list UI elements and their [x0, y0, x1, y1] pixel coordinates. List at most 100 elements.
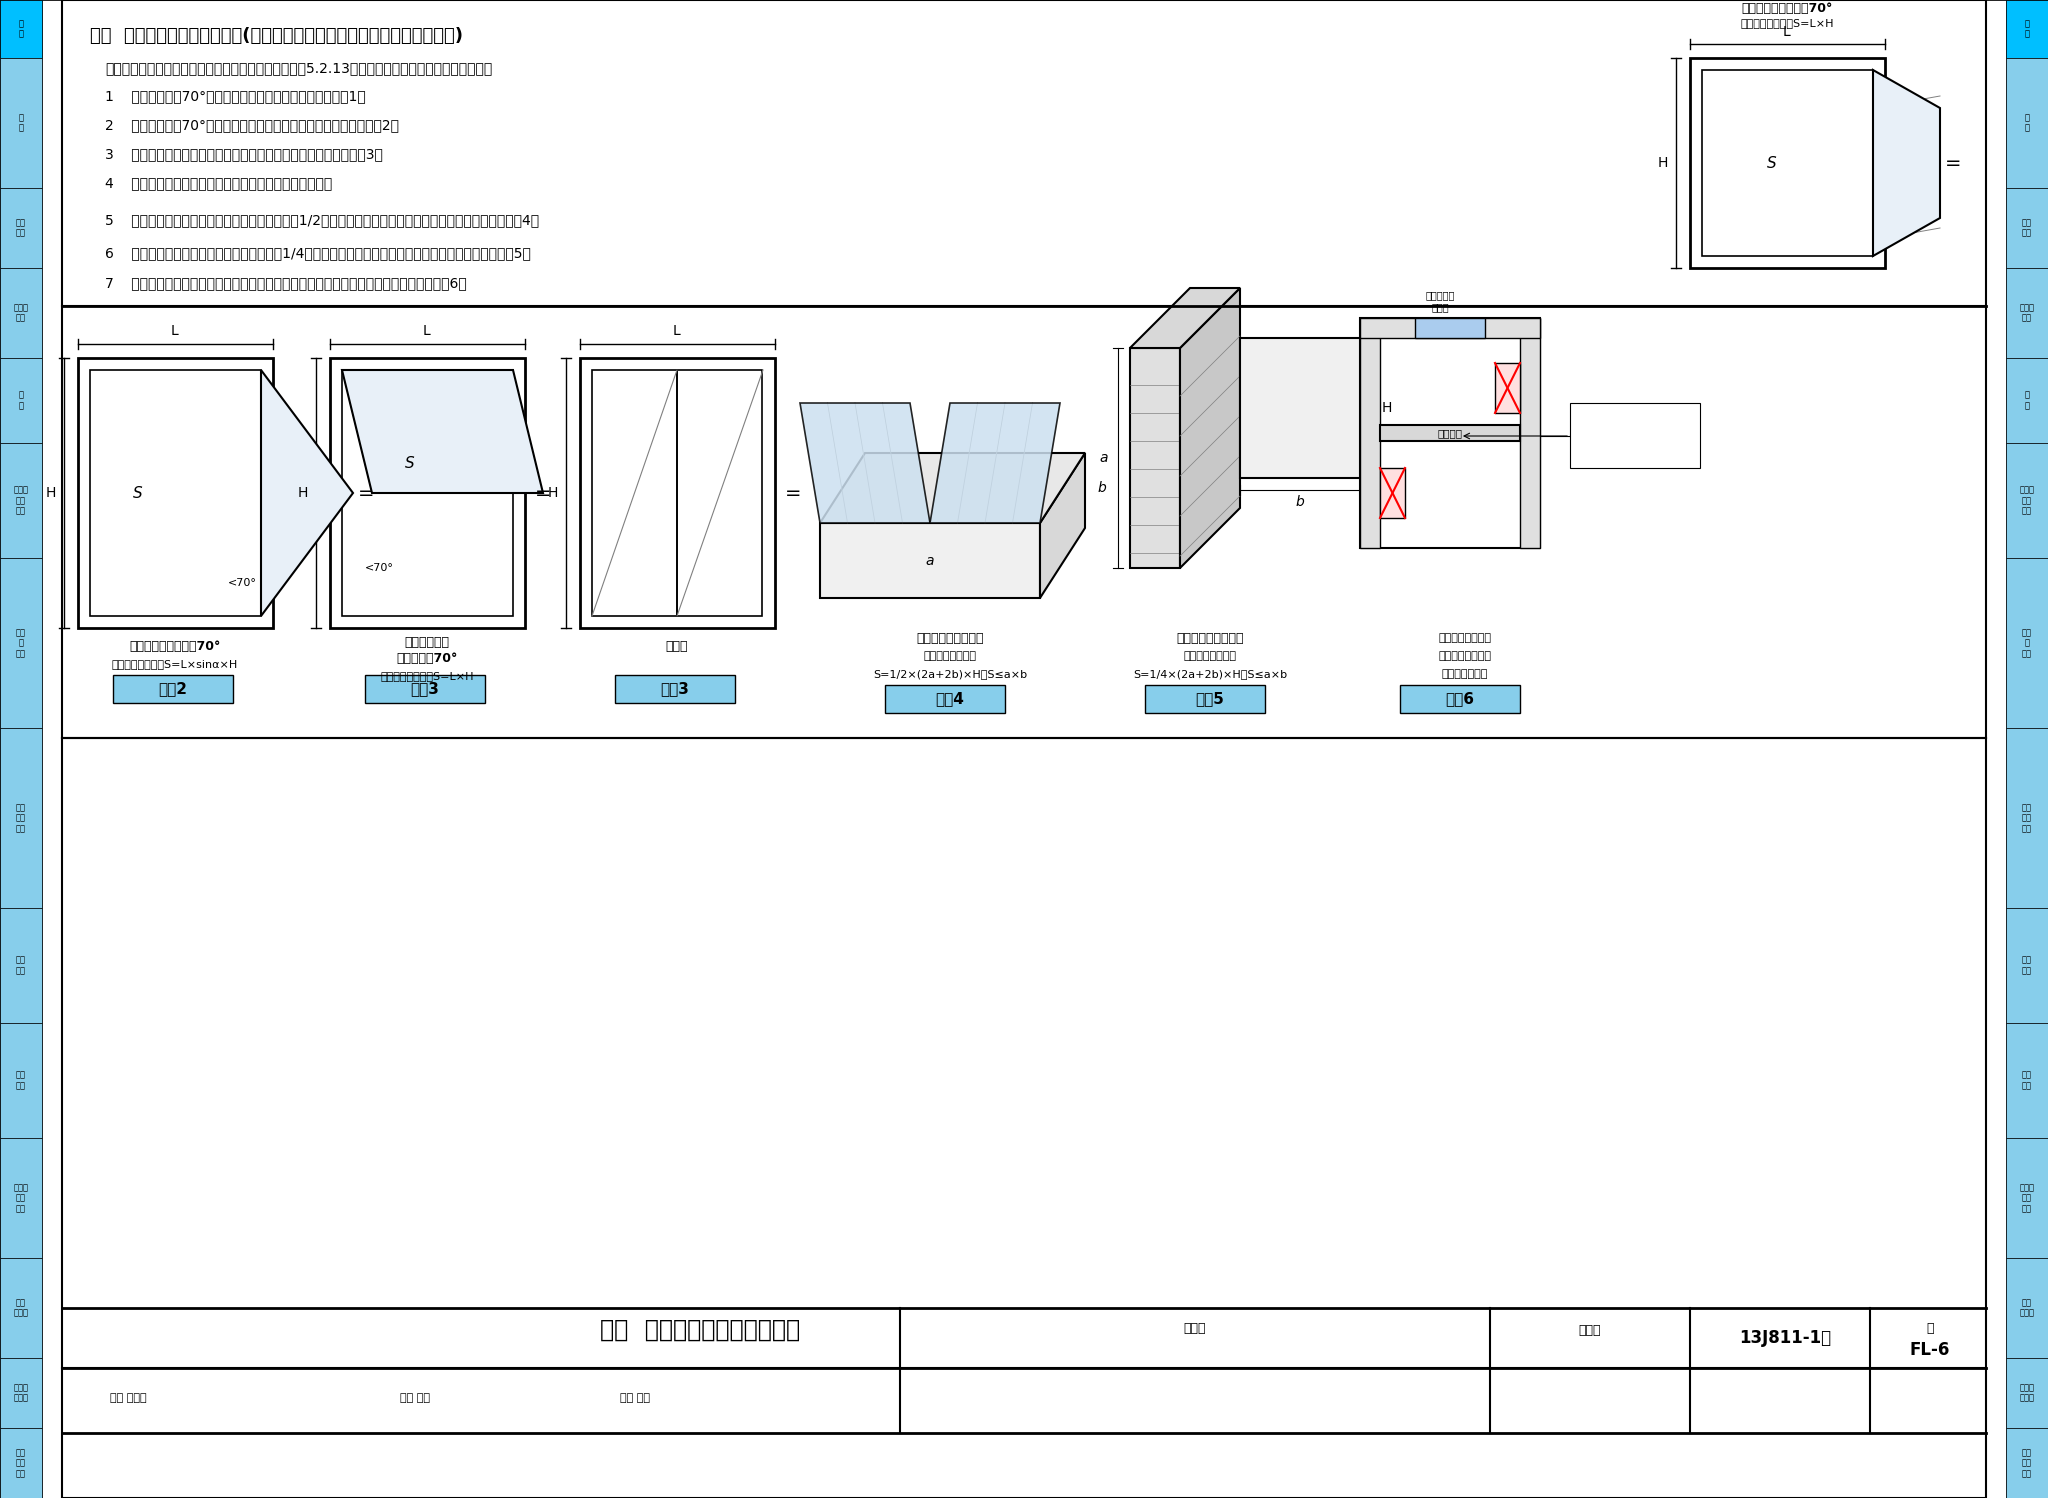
Bar	[0, 268, 43, 358]
Text: 审核 蔡昭昕: 审核 蔡昭昕	[111, 1393, 147, 1404]
Bar	[2005, 189, 2048, 268]
Text: 交通
隧道: 交通 隧道	[16, 219, 27, 238]
Bar	[0, 358, 43, 443]
Bar	[2005, 1138, 2048, 1258]
Text: 图集号: 图集号	[1184, 1321, 1206, 1335]
Text: FL-6: FL-6	[1911, 1341, 1950, 1359]
Text: 排烟窗的有效面积S=L×H: 排烟窗的有效面积S=L×H	[381, 671, 473, 682]
Polygon shape	[1040, 452, 1085, 598]
Text: 排烟窗的有效面积S=L×H: 排烟窗的有效面积S=L×H	[1741, 18, 1833, 28]
Text: 2    当开窗角小于70°时，其面积应按窗的水平投影面积计算；【图示2】: 2 当开窗角小于70°时，其面积应按窗的水平投影面积计算；【图示2】	[104, 118, 399, 132]
Text: 木结构
建筑: 木结构 建筑	[14, 303, 29, 322]
Bar	[1145, 685, 1266, 713]
Bar	[0, 1023, 43, 1138]
Text: 电
气: 电 气	[2025, 391, 2030, 410]
Text: 城
市: 城 市	[2025, 114, 2030, 133]
Text: L: L	[1784, 25, 1790, 39]
Polygon shape	[819, 452, 1085, 523]
Text: 交通
隧道: 交通 隧道	[2021, 219, 2032, 238]
Text: 建筑
构造: 建筑 构造	[16, 956, 27, 975]
Bar	[0, 189, 43, 268]
Bar	[592, 370, 678, 616]
Text: 5    当采用平推窗设置在顶部时，其面积应按窗的1/2周长与平推距离乘积计算，且不应大于窗面积；【图示4】: 5 当采用平推窗设置在顶部时，其面积应按窗的1/2周长与平推距离乘积计算，且不应…	[104, 213, 539, 228]
Bar	[0, 1258, 43, 1359]
Bar	[2005, 1359, 2048, 1428]
Text: 甲乙丙
建材
场库: 甲乙丙 建材 场库	[2019, 1183, 2034, 1213]
Text: S: S	[133, 485, 143, 500]
Text: 图示2: 图示2	[158, 682, 188, 697]
Bar	[1987, 0, 2005, 1498]
Text: a: a	[1100, 451, 1108, 464]
Text: 图示6: 图示6	[1446, 692, 1475, 707]
Text: b: b	[1296, 494, 1305, 509]
Bar	[90, 370, 260, 616]
Bar	[1380, 425, 1520, 440]
Bar	[0, 1428, 43, 1498]
Bar	[113, 676, 233, 703]
Bar	[2005, 58, 2048, 189]
Text: L: L	[424, 324, 430, 339]
Bar	[78, 358, 272, 628]
Text: 4    当采用百叶窗时，其面积应按窗的有效开口面积计算；: 4 当采用百叶窗时，其面积应按窗的有效开口面积计算；	[104, 175, 332, 190]
Bar	[1360, 318, 1540, 339]
Bar	[43, 0, 61, 1498]
Polygon shape	[1180, 288, 1239, 568]
Bar	[1415, 318, 1485, 339]
Polygon shape	[1130, 348, 1180, 568]
Text: 电
气: 电 气	[18, 391, 23, 410]
Bar	[1360, 318, 1540, 548]
Text: 入有效排烟面积: 入有效排烟面积	[1614, 445, 1655, 455]
Text: 图示4: 图示4	[936, 692, 965, 707]
Text: 排烟窗的有效面积S=L×sinα×H: 排烟窗的有效面积S=L×sinα×H	[113, 659, 238, 670]
Text: H: H	[1382, 401, 1393, 415]
Bar	[0, 1359, 43, 1428]
Polygon shape	[930, 403, 1061, 523]
Bar	[2005, 728, 2048, 908]
Bar	[2005, 557, 2048, 728]
Text: 图集号: 图集号	[1579, 1324, 1602, 1336]
Text: L: L	[172, 324, 178, 339]
Text: =: =	[358, 484, 375, 502]
Text: =: =	[535, 484, 551, 502]
Bar	[678, 370, 762, 616]
Text: 防烟分区: 防烟分区	[1438, 428, 1462, 437]
Bar	[885, 685, 1006, 713]
Text: =: =	[1946, 153, 1962, 172]
Text: 民用
建筑: 民用 建筑	[16, 1071, 27, 1091]
Text: =: =	[784, 484, 801, 502]
Bar	[1495, 363, 1520, 413]
Text: 图示3: 图示3	[410, 682, 440, 697]
Text: 的侧窗面积不应计: 的侧窗面积不应计	[1438, 652, 1491, 661]
Polygon shape	[260, 370, 352, 616]
Text: 页: 页	[1927, 1321, 1933, 1335]
Text: 平开窗开窗角度小于70°: 平开窗开窗角度小于70°	[129, 640, 221, 653]
Bar	[2005, 1428, 2048, 1498]
Text: 城
市: 城 市	[18, 114, 23, 133]
Text: 6    当平推窗设置在侧墙时，其面积应按窗的1/4周长与平推距离的乘积计算，且不应大于窗面积。【图示5】: 6 当平推窗设置在侧墙时，其面积应按窗的1/4周长与平推距离的乘积计算，且不应大…	[104, 246, 530, 261]
Bar	[2005, 443, 2048, 557]
Text: S: S	[1767, 156, 1778, 171]
Bar	[365, 676, 485, 703]
Text: 自然排烟采
用顶窗: 自然排烟采 用顶窗	[1425, 291, 1454, 312]
Bar	[2005, 0, 2048, 58]
Text: 3    当采用侧拉窗时，其面积应按开启的最大窗口面积计算；【图示3】: 3 当采用侧拉窗时，其面积应按开启的最大窗口面积计算；【图示3】	[104, 147, 383, 160]
Bar	[580, 358, 774, 628]
Bar	[1702, 70, 1874, 256]
Bar	[0, 908, 43, 1023]
Text: <70°: <70°	[227, 578, 256, 589]
Text: 排烟窗的有效面积: 排烟窗的有效面积	[924, 652, 977, 661]
Text: 图示3: 图示3	[662, 682, 690, 697]
Bar	[330, 358, 524, 628]
Text: H: H	[1657, 156, 1667, 169]
Bar	[1380, 467, 1405, 518]
Text: S: S	[406, 455, 416, 470]
Polygon shape	[801, 403, 930, 523]
Text: S=1/4×(2a+2b)×H且S≤a×b: S=1/4×(2a+2b)×H且S≤a×b	[1133, 670, 1286, 679]
Bar	[1987, 0, 2048, 1498]
Text: 附录  排烟窗有效面积计算方法: 附录 排烟窗有效面积计算方法	[600, 1318, 801, 1342]
Text: 目录
编制
说明: 目录 编制 说明	[16, 1449, 27, 1479]
Polygon shape	[342, 370, 543, 493]
Bar	[0, 0, 61, 1498]
Text: 设置在顶部的平推窗: 设置在顶部的平推窗	[915, 632, 983, 644]
Text: 设计 李笺: 设计 李笺	[621, 1393, 649, 1404]
